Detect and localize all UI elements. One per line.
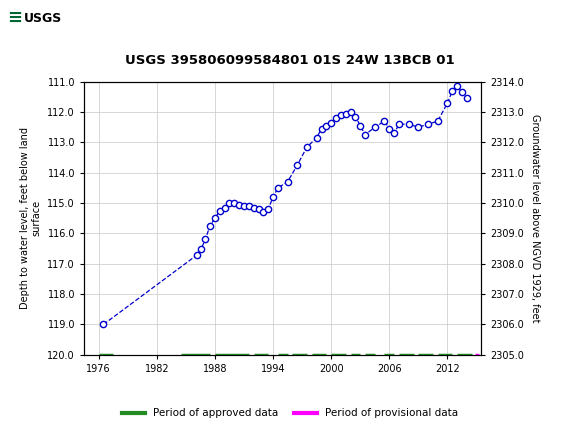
- Text: ≡: ≡: [7, 9, 22, 27]
- FancyBboxPatch shape: [3, 3, 55, 35]
- Y-axis label: Groundwater level above NGVD 1929, feet: Groundwater level above NGVD 1929, feet: [530, 114, 540, 322]
- Text: USGS 395806099584801 01S 24W 13BCB 01: USGS 395806099584801 01S 24W 13BCB 01: [125, 54, 455, 67]
- Text: USGS: USGS: [24, 12, 63, 25]
- Y-axis label: Depth to water level, feet below land
surface: Depth to water level, feet below land su…: [20, 127, 42, 309]
- Legend: Period of approved data, Period of provisional data: Period of approved data, Period of provi…: [118, 404, 462, 423]
